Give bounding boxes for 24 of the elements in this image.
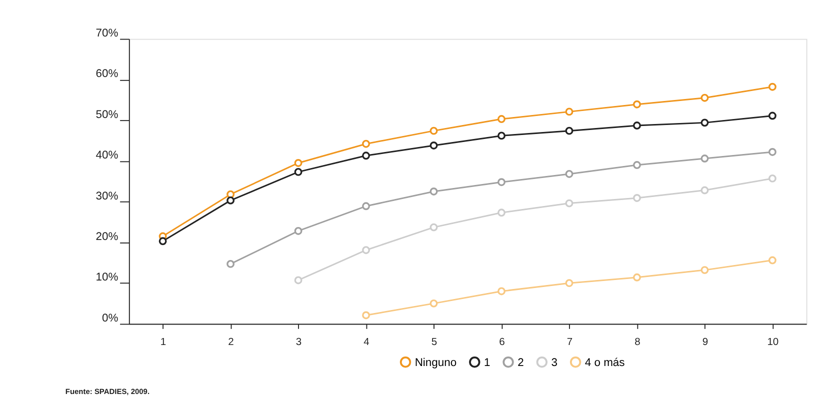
y-tick-label: 20%: [96, 231, 118, 244]
y-tick-label: 30%: [96, 190, 118, 202]
y-tick-label: 0%: [102, 312, 118, 324]
x-tick-label: 9: [702, 336, 708, 348]
legend-label: Ninguno: [414, 356, 457, 369]
y-tick-label: 70%: [96, 27, 118, 40]
x-tick-label: 1: [160, 336, 166, 348]
y-tick-label: 40%: [96, 150, 118, 162]
legend-label: 3: [551, 356, 558, 369]
x-tick-label: 4: [364, 336, 370, 348]
x-tick-label: 5: [431, 336, 438, 348]
source-note: Fuente: SPADIES, 2009.: [65, 386, 150, 396]
legend-label: 4 o más: [584, 356, 626, 369]
x-tick-label: 8: [634, 336, 641, 348]
legend-label: 1: [484, 356, 490, 369]
x-tick-label: 7: [566, 336, 573, 348]
x-tick-label: 10: [767, 336, 779, 348]
y-tick-label: 10%: [96, 272, 118, 284]
y-tick-label: 50%: [96, 108, 118, 121]
x-tick-label: 2: [228, 336, 234, 348]
x-tick-label: 3: [296, 336, 302, 348]
x-tick-label: 6: [499, 336, 506, 348]
legend-label: 2: [518, 356, 524, 369]
y-tick-label: 60%: [96, 68, 118, 80]
